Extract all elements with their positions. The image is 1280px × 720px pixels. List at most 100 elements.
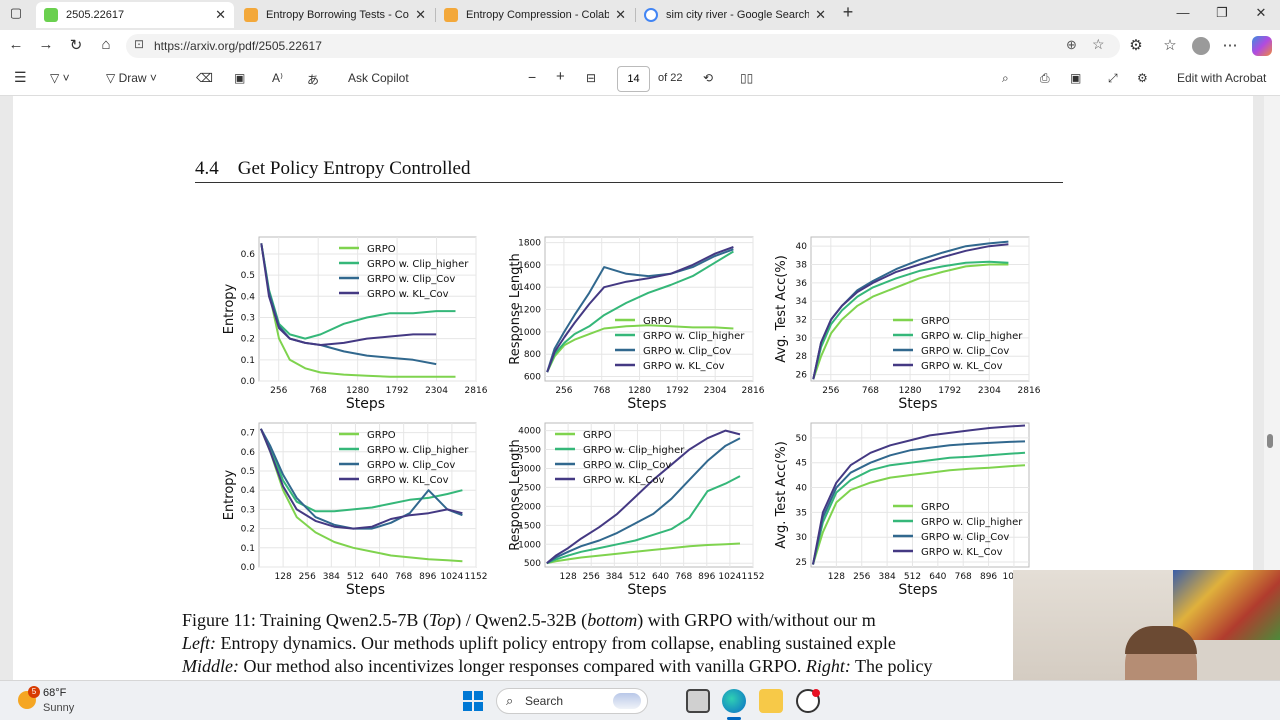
x-tick-label: 1792 xyxy=(938,386,961,396)
scrollbar-thumb[interactable] xyxy=(1267,434,1273,448)
text-box-icon[interactable]: ▣ xyxy=(234,71,246,85)
rotate-icon[interactable]: ⟲ xyxy=(703,71,714,85)
x-axis-label: Steps xyxy=(346,396,385,412)
x-tick-label: 512 xyxy=(347,572,364,582)
plot-area xyxy=(810,422,1030,568)
y-tick-label: 30 xyxy=(796,533,808,543)
save-icon[interactable]: ▣ xyxy=(1070,71,1082,85)
y-tick-label: 0.5 xyxy=(241,467,255,477)
legend-label: GRPO w. Clip_higher xyxy=(367,445,469,456)
weather-desc: Sunny xyxy=(43,702,75,714)
y-axis-label: Avg. Test Acc(%) xyxy=(774,255,789,363)
pdf-viewer[interactable]: 4.4 Get Policy Entropy Controlled 256 768… xyxy=(0,96,1280,680)
y-tick-label: 26 xyxy=(796,371,808,381)
print-icon[interactable]: ⎙ xyxy=(1040,71,1050,85)
x-tick-label: 2816 xyxy=(465,386,488,396)
tab-actions-icon[interactable]: ▢ xyxy=(9,5,23,20)
caption-segment: Entropy dynamics. Our methods uplift pol… xyxy=(216,633,896,653)
zoom-icon[interactable]: ⊕ xyxy=(1066,37,1077,52)
section-number: 4.4 xyxy=(195,158,219,179)
close-tab-icon[interactable]: ✕ xyxy=(415,7,426,22)
legend-label: GRPO w. Clip_Cov xyxy=(921,346,1009,357)
tab-arxiv-pdf[interactable]: 2505.22617 ✕ xyxy=(36,2,234,28)
legend-label: GRPO w. Clip_Cov xyxy=(367,274,455,285)
fullscreen-icon[interactable]: ⤢ xyxy=(1108,71,1118,85)
highlight-icon[interactable]: ▽ ˅ xyxy=(50,71,70,85)
read-aloud-icon[interactable]: A⁾ xyxy=(272,71,283,85)
site-info-icon[interactable]: ⊡ xyxy=(134,37,145,51)
edge-browser-icon[interactable] xyxy=(722,689,746,713)
series-line xyxy=(812,464,1026,565)
profile-avatar[interactable] xyxy=(1192,37,1210,55)
tab-colab-compression[interactable]: Entropy Compression - Colab ✕ xyxy=(436,2,634,28)
extensions-icon[interactable]: ⚙ xyxy=(1129,37,1143,54)
ask-copilot-button[interactable]: Ask Copilot xyxy=(348,71,409,85)
close-tab-icon[interactable]: ✕ xyxy=(215,7,226,22)
tab-google-search[interactable]: sim city river - Google Search ✕ xyxy=(636,2,834,28)
taskbar-search[interactable]: ⌕ Search xyxy=(496,688,648,714)
back-icon[interactable]: ← xyxy=(8,36,24,53)
refresh-icon[interactable]: ↻ xyxy=(69,37,83,54)
close-window-icon[interactable]: ✕ xyxy=(1255,5,1267,20)
forward-icon[interactable]: → xyxy=(38,36,54,53)
tab-colab-borrowing[interactable]: Entropy Borrowing Tests - Colab ✕ xyxy=(236,2,434,28)
series-line xyxy=(812,440,1026,565)
y-tick-label: 0.4 xyxy=(241,486,256,496)
weather-temp[interactable]: 68°F xyxy=(43,687,67,699)
legend-label: GRPO w. KL_Cov xyxy=(921,547,1003,558)
copilot-icon[interactable] xyxy=(1252,36,1272,56)
legend-label: GRPO xyxy=(583,430,612,441)
y-tick-label: 35 xyxy=(796,508,807,518)
colab-favicon-icon xyxy=(444,8,458,22)
favorite-star-icon[interactable]: ☆ xyxy=(1092,36,1105,52)
caption-segment: bottom xyxy=(587,610,638,630)
url-text[interactable]: https://arxiv.org/pdf/2505.22617 xyxy=(154,39,322,53)
y-tick-label: 800 xyxy=(524,350,541,360)
settings-icon[interactable]: ⚙ xyxy=(1137,71,1148,85)
y-tick-label: 0.6 xyxy=(241,448,256,458)
legend-label: GRPO w. Clip_higher xyxy=(921,331,1023,342)
edit-with-acrobat-button[interactable]: Edit with Acrobat xyxy=(1177,71,1267,85)
y-tick-label: 0.0 xyxy=(241,377,256,387)
caption-line: Middle: Our method also incentivizes lon… xyxy=(182,656,933,677)
taskbar-search-label: Search xyxy=(525,694,564,708)
caption-segment: ) / Qwen2.5-32B ( xyxy=(455,610,588,630)
y-tick-label: 1800 xyxy=(518,239,541,249)
draw-button[interactable]: ▽ Draw ˅ xyxy=(106,71,157,85)
y-tick-label: 1000 xyxy=(518,540,541,550)
favorites-icon[interactable]: ☆ xyxy=(1163,37,1177,54)
vertical-scrollbar[interactable] xyxy=(1264,96,1280,680)
zoom-out-icon[interactable]: − xyxy=(528,69,537,85)
translate-icon[interactable]: あ xyxy=(307,73,320,87)
close-tab-icon[interactable]: ✕ xyxy=(615,7,626,22)
caption-line: Figure 11: Training Qwen2.5-7B (Top) / Q… xyxy=(182,610,876,631)
active-app-indicator xyxy=(727,717,741,720)
page-number-input[interactable]: 14 xyxy=(617,66,650,92)
minimize-icon[interactable]: — xyxy=(1176,5,1190,20)
new-tab-icon[interactable]: + xyxy=(842,2,854,22)
eraser-icon[interactable]: ⌫ xyxy=(196,71,213,85)
search-icon[interactable]: ⌕ xyxy=(1002,71,1009,85)
pdf-toolbar: ☰ ▽ ˅ ▽ Draw ˅ ⌫ ▣ A⁾ あ Ask Copilot − + … xyxy=(0,62,1280,96)
fit-width-icon[interactable]: ⊟ xyxy=(586,71,597,85)
more-menu-icon[interactable]: ⋯ xyxy=(1222,37,1238,54)
task-view-icon[interactable] xyxy=(686,689,710,713)
legend-label: GRPO w. KL_Cov xyxy=(367,289,449,300)
y-tick-label: 25 xyxy=(796,558,807,568)
y-tick-label: 40 xyxy=(796,242,808,252)
close-tab-icon[interactable]: ✕ xyxy=(815,7,826,22)
contents-icon[interactable]: ☰ xyxy=(14,69,27,85)
caption-line: Left: Entropy dynamics. Our methods upli… xyxy=(182,633,896,654)
legend-label: GRPO w. Clip_Cov xyxy=(643,346,731,357)
series-line xyxy=(812,451,1026,565)
x-tick-label: 640 xyxy=(929,572,946,582)
maximize-icon[interactable]: ❐ xyxy=(1216,5,1228,20)
x-tick-label: 1792 xyxy=(666,386,689,396)
file-explorer-icon[interactable] xyxy=(759,689,783,713)
start-windows-icon[interactable] xyxy=(463,691,483,711)
y-tick-label: 0.7 xyxy=(241,429,255,439)
address-bar[interactable]: ⊡ https://arxiv.org/pdf/2505.22617 ⊕ ☆ xyxy=(126,34,1120,58)
page-view-icon[interactable]: ▯▯ xyxy=(740,71,754,85)
zoom-in-icon[interactable]: + xyxy=(556,68,565,85)
home-icon[interactable]: ⌂ xyxy=(101,36,111,53)
